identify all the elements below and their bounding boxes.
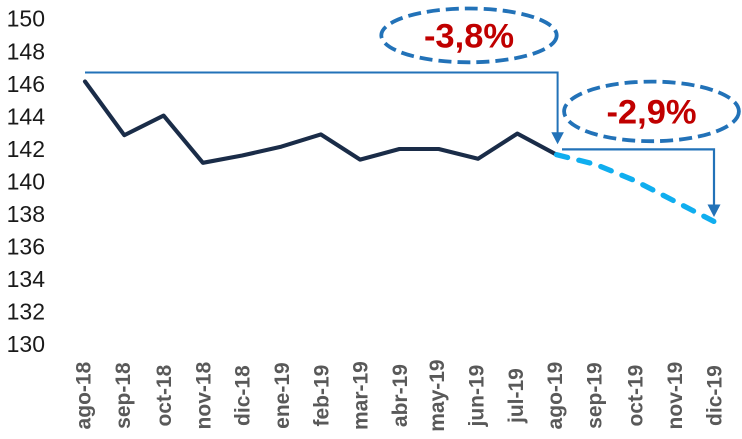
svg-text:mar-19: mar-19 [350, 361, 373, 430]
svg-text:sep-19: sep-19 [583, 362, 606, 429]
svg-text:-3,8%: -3,8% [424, 18, 514, 56]
svg-text:jun-19: jun-19 [466, 365, 489, 428]
svg-text:oct-19: oct-19 [625, 365, 648, 427]
svg-text:nov-19: nov-19 [664, 362, 687, 430]
svg-text:146: 146 [7, 71, 45, 97]
svg-text:nov-18: nov-18 [192, 361, 215, 429]
svg-text:dic-19: dic-19 [703, 365, 726, 426]
svg-text:150: 150 [7, 6, 45, 32]
svg-text:144: 144 [7, 103, 46, 129]
svg-text:abr-19: abr-19 [389, 364, 412, 427]
svg-text:-2,9%: -2,9% [606, 94, 696, 132]
svg-text:138: 138 [7, 201, 45, 227]
svg-text:ago-18: ago-18 [73, 361, 96, 429]
svg-text:136: 136 [7, 234, 45, 260]
svg-text:134: 134 [7, 266, 46, 292]
svg-text:oct-18: oct-18 [153, 364, 176, 426]
svg-text:feb-19: feb-19 [310, 365, 333, 427]
svg-text:dic-18: dic-18 [232, 365, 255, 426]
svg-text:jul-19: jul-19 [505, 368, 528, 424]
svg-text:sep-18: sep-18 [112, 362, 135, 429]
svg-text:142: 142 [7, 136, 45, 162]
svg-text:132: 132 [7, 299, 45, 325]
svg-text:ene-19: ene-19 [271, 362, 294, 429]
svg-text:ago-19: ago-19 [544, 362, 567, 430]
svg-text:140: 140 [7, 168, 45, 194]
svg-text:may-19: may-19 [426, 359, 449, 431]
svg-text:130: 130 [7, 331, 45, 357]
svg-text:148: 148 [7, 38, 45, 64]
